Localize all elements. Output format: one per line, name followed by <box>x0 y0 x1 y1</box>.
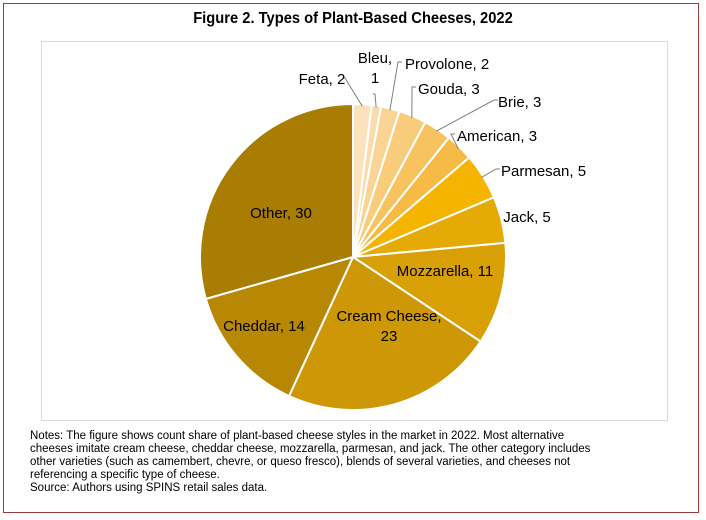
slice-label-brie: Brie, 3 <box>498 94 541 111</box>
slice-label-other: Other, 30 <box>250 205 312 222</box>
source-line: Source: Authors using SPINS retail sales… <box>30 482 268 494</box>
slice-label-bleu: Bleu, 1 <box>358 50 392 87</box>
pie-slice-cheddar <box>204 255 355 398</box>
chart-title: Figure 2. Types of Plant-Based Cheeses, … <box>193 10 513 27</box>
pie-slice-cream-cheese <box>287 255 482 411</box>
pie-slice-other <box>199 102 354 301</box>
slice-labels: Feta, 2 Bleu, 1 Provolone, 2 Gouda, 3 Brie, 3… <box>223 50 586 345</box>
slice-label-parmesan: Parmesan, 5 <box>501 163 586 180</box>
notes-line-1: Notes: The figure shows count share of p… <box>30 430 565 442</box>
slice-label-american: American, 3 <box>457 128 537 145</box>
leader-line-feta <box>343 77 363 107</box>
slice-label-cheddar: Cheddar, 14 <box>223 318 305 335</box>
slice-label-jack: Jack, 5 <box>503 209 551 226</box>
leader-line-provolone <box>389 61 402 111</box>
leader-line-american <box>450 133 459 149</box>
notes-line-4: referencing a specific type of cheese. <box>30 469 220 481</box>
slice-label-cream-cheese: Cream Cheese, 23 <box>336 308 441 345</box>
slice-label-provolone: Provolone, 2 <box>405 56 489 73</box>
chart-notes: Notes: The figure shows count share of p… <box>30 430 690 495</box>
notes-line-3: other varieties (such as camembert, chev… <box>30 456 571 468</box>
slice-label-mozzarella: Mozzarella, 11 <box>397 263 493 280</box>
pie-slices <box>199 102 507 411</box>
leader-lines <box>343 61 500 178</box>
leader-line-parmesan <box>481 168 500 178</box>
leader-line-gouda <box>411 86 416 118</box>
slice-label-feta: Feta, 2 <box>299 71 346 88</box>
notes-line-2: cheeses imitate cream cheese, cheddar ch… <box>30 443 591 455</box>
slice-label-gouda: Gouda, 3 <box>418 81 480 98</box>
leader-line-bleu <box>373 93 377 108</box>
pie-slice-mozzarella <box>350 241 507 343</box>
leader-line-brie <box>436 99 498 132</box>
